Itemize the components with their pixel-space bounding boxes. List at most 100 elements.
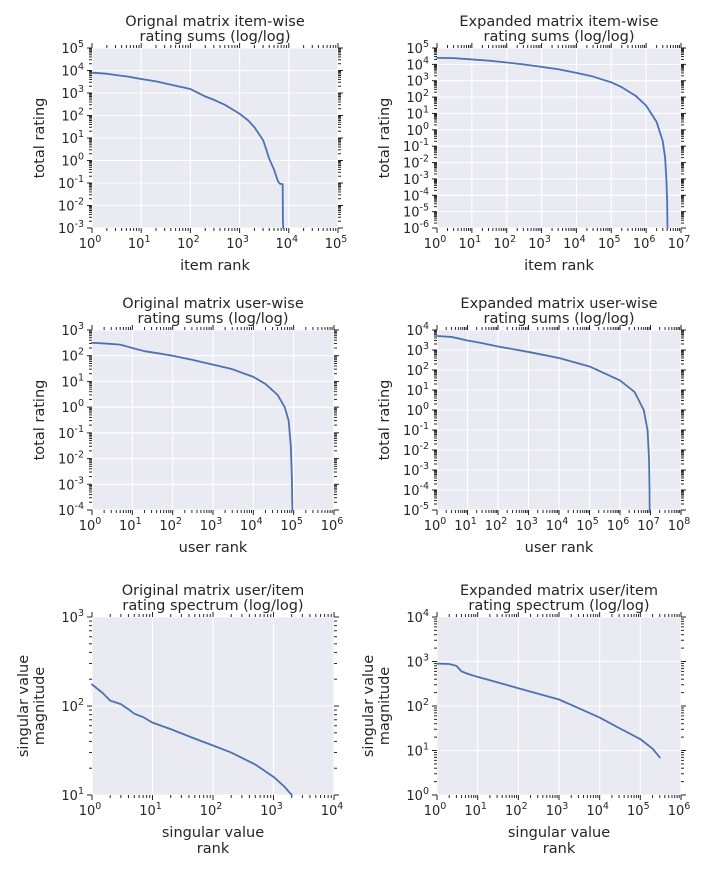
- x-tick-base: 10: [528, 237, 545, 252]
- y-tick-exponent: -1: [420, 137, 429, 148]
- x-tick-base: 10: [321, 519, 338, 534]
- y-tick-label: 101: [61, 129, 84, 147]
- y-axis-label: magnitude: [32, 667, 48, 746]
- x-tick-label: 103: [260, 801, 283, 819]
- chart-title-line: Expanded matrix user/item: [460, 583, 658, 599]
- y-tick-exponent: 4: [423, 55, 429, 66]
- y-tick-exponent: -2: [420, 441, 429, 452]
- y-tick-exponent: 2: [423, 697, 429, 708]
- chart-title-line: rating sums (log/log): [483, 311, 634, 327]
- y-tick-label: 10-3: [403, 170, 429, 188]
- x-tick-base: 10: [424, 804, 441, 819]
- chart-title-line: Expanded matrix user-wise: [460, 296, 657, 312]
- x-tick-label: 104: [586, 801, 609, 819]
- y-tick-label: 102: [61, 697, 84, 715]
- chart-title-line: rating spectrum (log/log): [468, 598, 649, 614]
- x-axis-label: rank: [197, 841, 230, 857]
- x-tick-base: 10: [321, 804, 338, 819]
- x-tick-label: 102: [177, 234, 200, 252]
- y-tick-base: 10: [403, 424, 420, 439]
- x-tick-exponent: 1: [471, 516, 477, 527]
- x-tick-base: 10: [563, 237, 580, 252]
- y-tick-exponent: 1: [78, 129, 84, 140]
- y-tick-exponent: -1: [420, 421, 429, 432]
- y-tick-label: 102: [61, 347, 84, 365]
- y-tick-exponent: -2: [420, 154, 429, 165]
- y-tick-label: 100: [406, 121, 429, 139]
- y-tick-base: 10: [406, 324, 423, 339]
- x-tick-label: 105: [325, 234, 348, 252]
- y-axis-label: singular value: [361, 655, 377, 757]
- x-tick-label: 100: [424, 234, 447, 252]
- y-tick-base: 10: [406, 789, 423, 804]
- y-tick-exponent: 4: [78, 62, 84, 73]
- y-tick-base: 10: [403, 484, 420, 499]
- y-tick-exponent: -5: [420, 203, 429, 214]
- x-tick-exponent: 8: [684, 516, 690, 527]
- x-tick-exponent: 3: [216, 516, 222, 527]
- x-tick-label: 102: [505, 801, 528, 819]
- x-tick-base: 10: [627, 804, 644, 819]
- x-tick-exponent: 2: [510, 234, 516, 245]
- y-tick-base: 10: [61, 611, 78, 626]
- x-tick-base: 10: [79, 237, 96, 252]
- x-tick-label: 103: [515, 516, 538, 534]
- x-tick-label: 100: [79, 801, 102, 819]
- x-tick-exponent: 0: [440, 234, 446, 245]
- y-tick-base: 10: [403, 140, 420, 155]
- chart-title-line: Original matrix user-wise: [122, 296, 304, 312]
- y-tick-exponent: -4: [75, 501, 84, 512]
- y-tick-label: 102: [406, 361, 429, 379]
- y-tick-base: 10: [406, 344, 423, 359]
- x-tick-base: 10: [240, 519, 257, 534]
- x-tick-label: 101: [119, 516, 142, 534]
- y-tick-label: 103: [61, 84, 84, 102]
- x-tick-base: 10: [325, 237, 342, 252]
- chart-title-line: rating sums (log/log): [139, 29, 290, 45]
- y-tick-base: 10: [403, 189, 420, 204]
- y-tick-base: 10: [406, 656, 423, 671]
- x-tick-base: 10: [177, 237, 194, 252]
- chart-title-line: Expanded matrix item-wise: [459, 14, 658, 30]
- y-tick-label: 103: [406, 72, 429, 90]
- x-tick-label: 100: [424, 516, 447, 534]
- y-tick-label: 10-3: [58, 475, 84, 493]
- y-tick-exponent: -2: [75, 197, 84, 208]
- y-tick-exponent: 5: [423, 39, 429, 50]
- x-tick-label: 100: [79, 234, 102, 252]
- y-tick-base: 10: [406, 611, 423, 626]
- y-tick-exponent: 3: [78, 321, 84, 332]
- y-tick-exponent: -6: [420, 219, 429, 230]
- y-tick-exponent: -4: [420, 481, 429, 492]
- x-tick-exponent: 4: [562, 516, 568, 527]
- x-tick-exponent: 3: [277, 801, 283, 812]
- x-tick-exponent: 5: [341, 234, 347, 245]
- x-tick-base: 10: [464, 804, 481, 819]
- x-tick-base: 10: [128, 237, 145, 252]
- y-tick-label: 101: [406, 742, 429, 760]
- y-tick-label: 104: [61, 62, 84, 80]
- x-tick-exponent: 6: [623, 516, 629, 527]
- x-tick-base: 10: [637, 519, 654, 534]
- chart-title-line: rating sums (log/log): [137, 311, 288, 327]
- y-tick-exponent: 0: [78, 152, 84, 163]
- y-tick-label: 10-2: [58, 450, 84, 468]
- x-tick-exponent: 6: [649, 234, 655, 245]
- y-axis-label: total rating: [32, 98, 48, 179]
- y-tick-base: 10: [406, 700, 423, 715]
- x-tick-exponent: 1: [144, 234, 150, 245]
- x-tick-exponent: 2: [522, 801, 528, 812]
- chart-user-sums-original: 100 101 102 103 104 105 10610-410-310-210-1100…: [32, 296, 343, 556]
- y-tick-label: 100: [61, 398, 84, 416]
- y-tick-base: 10: [61, 375, 78, 390]
- x-tick-base: 10: [260, 804, 277, 819]
- y-tick-exponent: 4: [423, 321, 429, 332]
- x-tick-exponent: 5: [593, 516, 599, 527]
- y-tick-label: 105: [406, 39, 429, 57]
- chart-item-sums-original: 100 101 102 103 104 10510-310-210-11001011021…: [32, 14, 347, 274]
- y-tick-exponent: 0: [423, 121, 429, 132]
- x-tick-base: 10: [633, 237, 650, 252]
- y-tick-exponent: -1: [75, 174, 84, 185]
- x-tick-label: 106: [607, 516, 630, 534]
